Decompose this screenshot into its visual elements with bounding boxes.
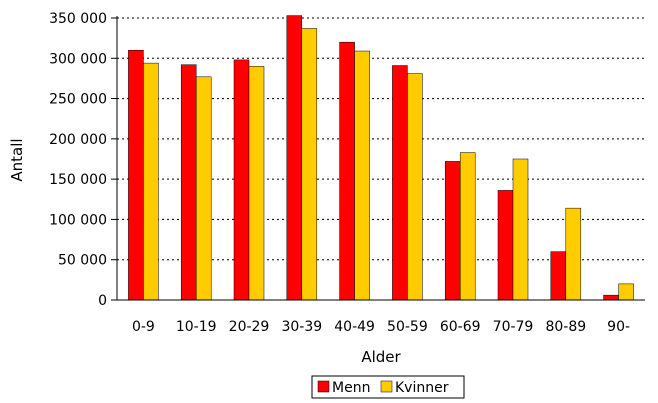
y-tick-label: 250 000 [49,92,107,108]
x-tick-label: 50-59 [387,319,428,335]
x-tick-label: 40-49 [334,319,375,335]
bar-menn-60-69 [444,161,461,301]
bar-kvinner-30-39 [301,28,318,301]
axes [116,16,645,301]
bar-menn-80-89 [550,251,567,301]
bar-kvinner-60-69 [459,152,476,301]
bar-menn-20-29 [233,59,250,301]
legend: Menn Kvinner [311,375,465,399]
bar-menn-10-19 [180,64,197,301]
bar-menn-0-9 [128,49,144,301]
y-tick-label: 200 000 [49,132,107,148]
legend-label-kvinner: Kvinner [395,380,449,396]
bar-menn-70-79 [497,190,514,301]
x-tick-label: 10-19 [176,319,217,335]
legend-swatch-kvinner [380,380,393,393]
bar-kvinner-90- [618,283,634,301]
bar-kvinner-50-59 [407,73,423,301]
bar-kvinner-70-79 [512,158,529,301]
bar-menn-40-49 [339,41,355,301]
x-tick-label: 20-29 [229,319,270,335]
x-tick-label: 60-69 [440,319,481,335]
legend-swatch-menn [317,380,330,393]
y-tick-label: 0 [98,293,107,309]
x-tick-label: 70-79 [493,319,534,335]
y-tick-labels: 0 50 000 100 000 150 000 200 000 250 000 300 0… [49,11,117,309]
bar-kvinner-80-89 [565,207,582,301]
bar-kvinner-10-19 [195,76,212,301]
y-tick-label: 350 000 [49,11,107,27]
y-axis-title: Antall [8,138,26,181]
x-tick-label: 80-89 [545,319,586,335]
bar-kvinner-40-49 [354,50,370,301]
y-tick-label: 300 000 [49,51,107,67]
bar-menn-30-39 [286,15,303,301]
y-tick-label: 100 000 [49,212,107,228]
bar-kvinner-0-9 [143,62,159,301]
x-tick-label: 30-39 [281,319,322,335]
x-tick-labels: 0-9 10-19 20-29 30-39 40-49 50-59 60-69 70-79 80… [132,319,630,335]
x-axis-title: Alder [361,348,401,366]
legend-label-menn: Menn [332,380,370,396]
bar-menn-90- [603,294,619,301]
bar-menn-50-59 [392,65,408,301]
y-tick-label: 150 000 [49,172,107,188]
x-tick-label: 90- [607,319,630,335]
y-tick-label: 50 000 [58,253,107,269]
bar-kvinner-20-29 [248,66,265,301]
x-tick-label: 0-9 [132,319,155,335]
bars [128,15,634,301]
